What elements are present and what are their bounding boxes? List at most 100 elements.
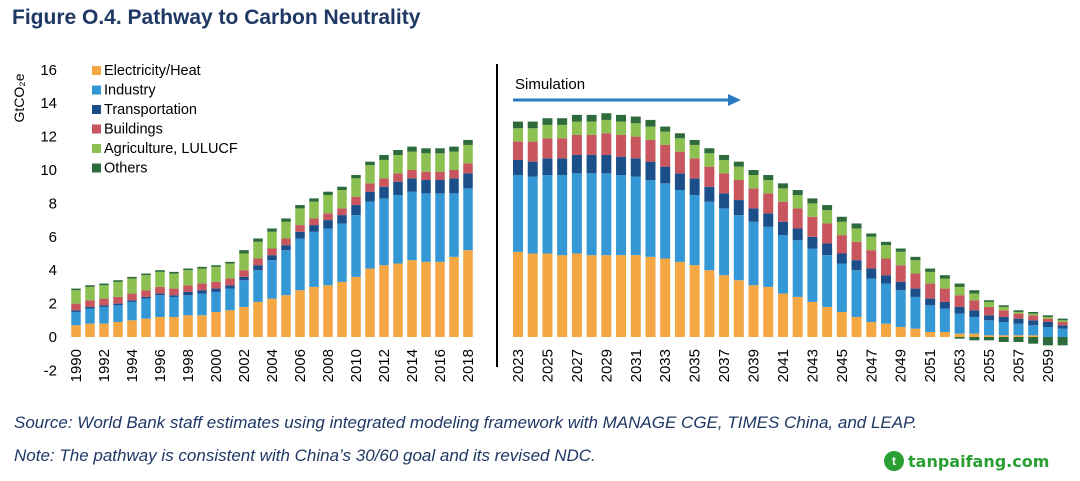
bar-segment (881, 275, 891, 284)
bar-segment (365, 161, 375, 165)
bar-segment (1028, 313, 1039, 316)
bar-segment (351, 196, 361, 206)
bar-segment (1057, 320, 1068, 322)
bar-segment (435, 148, 445, 154)
bar-segment (365, 191, 375, 202)
bar-segment (527, 121, 538, 129)
bar-segment (660, 258, 671, 337)
bar-segment (616, 134, 627, 157)
bar-segment (141, 290, 151, 297)
bar-segment (719, 173, 730, 194)
bar-segment (513, 141, 523, 160)
bar-segment (295, 290, 305, 337)
bar-segment (1028, 315, 1039, 321)
bar-segment (777, 221, 788, 236)
x-tick-label: 2033 (657, 349, 674, 382)
x-tick-label: 1994 (124, 349, 141, 382)
bar-segment (281, 250, 291, 296)
bar-segment (393, 181, 403, 196)
bar-segment (689, 195, 700, 266)
bar-segment (295, 238, 305, 291)
x-tick-label: 2016 (432, 349, 449, 382)
bar-segment (169, 295, 179, 297)
x-tick-label: 2053 (952, 349, 969, 382)
bar-segment (851, 223, 862, 229)
bar-segment (763, 213, 774, 227)
bar-segment (689, 144, 700, 159)
y-tick-label: 4 (49, 262, 57, 279)
bar-segment (763, 180, 774, 194)
bar-segment (954, 313, 965, 334)
bar-segment-negative (1057, 337, 1068, 346)
bar-segment (704, 153, 715, 167)
bar-segment (542, 124, 553, 139)
y-tick-label: 10 (40, 162, 57, 179)
bar-segment (719, 275, 730, 337)
y-tick-label: 2 (49, 296, 57, 313)
bar-segment (866, 278, 877, 322)
bar-segment (211, 265, 221, 267)
bar-segment (435, 180, 445, 194)
bar-segment (449, 178, 459, 194)
bar-segment (557, 118, 568, 125)
bar-segment (197, 268, 207, 284)
bar-segment (792, 228, 803, 241)
legend-label: Agriculture, LULUCF (104, 141, 238, 157)
legend: Electricity/Heat Industry Transportation Bu… (92, 63, 238, 177)
bar-segment (267, 228, 277, 232)
bar-segment (141, 296, 151, 299)
bar-segment (792, 296, 803, 337)
bar-segment (295, 205, 305, 209)
x-tick-label: 2008 (320, 349, 337, 382)
bar-segment (807, 248, 818, 302)
bar-segment (513, 159, 523, 176)
bar-segment (733, 280, 744, 337)
bar-segment (984, 301, 995, 307)
bar-segment (527, 141, 538, 162)
bar-segment (463, 250, 473, 337)
bar-segment (881, 283, 891, 324)
bar-segment (239, 276, 249, 281)
bar-segment (295, 231, 305, 239)
bar-segment (571, 134, 582, 155)
bar-segment (895, 290, 906, 327)
bar-segment (211, 266, 221, 282)
bar-segment (542, 253, 553, 337)
bar-segment (513, 251, 523, 337)
x-tick-label: 2041 (775, 349, 792, 382)
bar-segment (1028, 311, 1039, 314)
bar-segment (925, 268, 936, 272)
bar-segment (127, 278, 137, 294)
bar-segment (645, 180, 656, 257)
bar-segment (407, 151, 417, 170)
bar-segment (267, 260, 277, 299)
bar-segment (822, 255, 833, 307)
bar-segment (674, 173, 685, 191)
x-tick-label: 2004 (264, 349, 281, 382)
bar-segment (421, 153, 431, 172)
bar-segment (407, 191, 417, 261)
bar-segment (660, 166, 671, 184)
bar-segment (674, 151, 685, 174)
bar-segment (407, 178, 417, 192)
bar-segment (71, 311, 81, 326)
simulation-arrowhead (728, 94, 741, 106)
bar-segment (1013, 318, 1024, 324)
bar-segment (99, 285, 109, 299)
bar-segment (866, 236, 877, 251)
bar-segment (267, 248, 277, 256)
bar-segment (557, 138, 568, 159)
bar-segment (616, 156, 627, 176)
bar-segment (1042, 326, 1053, 337)
bar-segment (379, 154, 389, 160)
bar-segment (910, 260, 921, 274)
bar-segment (822, 243, 833, 256)
bar-segment (586, 134, 597, 155)
bar-segment (225, 261, 235, 264)
bar-segment (239, 253, 249, 271)
bar-segment (969, 300, 980, 311)
bar-segment (571, 154, 582, 174)
bar-segment (954, 286, 965, 296)
bar-segment (881, 245, 891, 259)
x-tick-label: 2057 (1010, 349, 1027, 382)
